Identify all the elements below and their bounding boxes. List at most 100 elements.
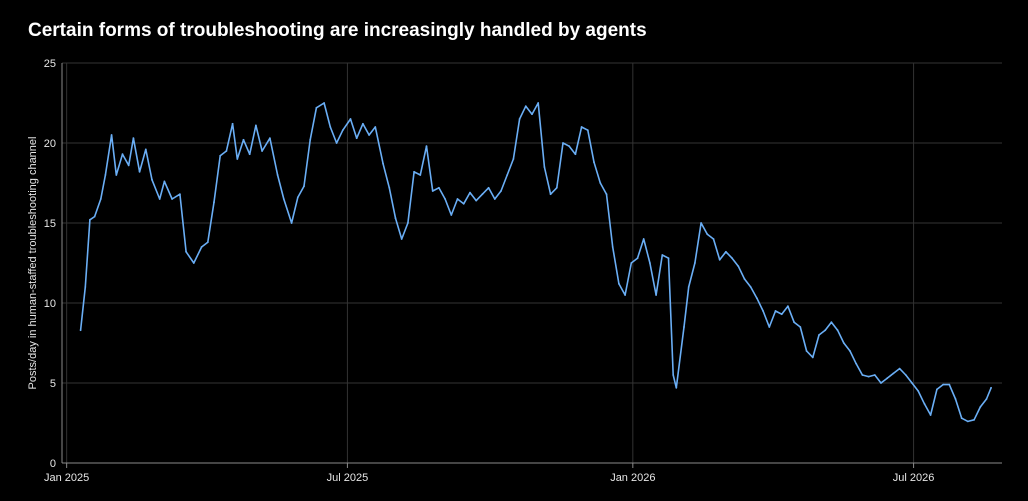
- data-point: [954, 398, 957, 400]
- data-point: [242, 138, 245, 141]
- data-point: [138, 170, 141, 173]
- y-tick-label: 0: [50, 458, 56, 470]
- data-point: [248, 153, 251, 156]
- data-point: [531, 113, 533, 116]
- data-point: [481, 193, 484, 196]
- data-point: [329, 126, 332, 128]
- data-point: [543, 166, 546, 168]
- data-point: [936, 388, 938, 391]
- data-point: [132, 137, 135, 140]
- data-point: [206, 241, 209, 244]
- data-point: [158, 198, 161, 200]
- data-point: [99, 198, 102, 200]
- data-point: [413, 170, 415, 173]
- data-point: [611, 246, 614, 248]
- data-point: [649, 262, 651, 264]
- data-point: [261, 150, 263, 152]
- data-point: [431, 190, 434, 192]
- data-point: [929, 414, 932, 416]
- series-layer: [79, 102, 992, 423]
- data-point: [967, 420, 969, 423]
- data-point: [537, 102, 540, 104]
- data-point: [636, 257, 639, 260]
- data-point: [179, 193, 181, 196]
- data-point: [749, 286, 752, 288]
- data-point: [574, 153, 577, 156]
- data-point: [873, 374, 876, 376]
- data-point: [89, 218, 91, 221]
- data-point: [917, 390, 920, 392]
- data-point: [200, 246, 203, 248]
- data-point: [855, 362, 858, 365]
- data-point: [276, 174, 279, 176]
- data-point: [904, 374, 907, 376]
- data-point: [349, 118, 352, 120]
- data-point: [335, 142, 338, 144]
- data-point: [824, 329, 827, 332]
- data-point: [512, 158, 515, 160]
- data-point: [171, 198, 174, 200]
- data-point: [731, 257, 733, 260]
- data-point: [388, 186, 391, 189]
- data-point: [586, 129, 589, 132]
- data-point: [444, 198, 446, 200]
- data-point: [115, 174, 118, 176]
- data-point: [743, 278, 746, 280]
- data-point: [756, 297, 758, 300]
- data-point: [672, 374, 675, 376]
- chart-title: Certain forms of troubleshooting are inc…: [28, 20, 647, 41]
- data-point: [296, 196, 299, 199]
- data-point: [842, 342, 845, 344]
- data-point: [93, 215, 96, 218]
- data-point: [368, 134, 370, 136]
- data-point: [290, 222, 293, 224]
- data-point: [225, 150, 228, 152]
- data-point: [144, 148, 147, 151]
- data-point: [655, 294, 657, 296]
- data-point: [419, 174, 422, 176]
- data-point: [618, 282, 620, 285]
- data-point: [836, 329, 839, 332]
- data-point: [493, 198, 496, 200]
- data-point: [700, 222, 702, 224]
- y-tick-label: 25: [44, 58, 56, 70]
- data-point: [438, 186, 440, 189]
- data-point: [562, 142, 564, 144]
- data-point: [568, 145, 571, 148]
- data-point: [362, 122, 364, 125]
- data-point: [973, 418, 975, 421]
- data-point: [605, 193, 608, 196]
- data-point: [718, 258, 721, 261]
- data-point: [818, 334, 820, 336]
- data-point: [255, 124, 257, 127]
- data-point: [799, 326, 802, 328]
- data-point: [475, 199, 478, 202]
- data-point: [110, 134, 113, 136]
- data-point: [661, 254, 664, 256]
- data-point: [355, 137, 358, 140]
- data-point: [231, 122, 234, 125]
- data-point: [979, 406, 982, 408]
- data-point: [630, 262, 633, 264]
- data-point: [861, 374, 864, 376]
- data-point: [780, 313, 783, 316]
- y-tick-label: 5: [50, 378, 56, 390]
- data-point: [787, 305, 789, 308]
- axes: 0 5 10 15 20 25 Jan 2025 Jul 2025 Jan 2026 Jul 20…: [44, 58, 1002, 484]
- data-point: [880, 382, 882, 384]
- data-point: [309, 138, 312, 141]
- data-point: [185, 250, 188, 253]
- x-tick-label: Jul 2025: [327, 472, 369, 484]
- data-point: [624, 294, 626, 296]
- data-point: [518, 118, 521, 120]
- data-point: [303, 185, 305, 188]
- series-line: [79, 102, 992, 423]
- data-point: [84, 286, 87, 288]
- data-point: [104, 174, 107, 176]
- data-point: [830, 321, 833, 324]
- data-point: [450, 214, 453, 216]
- data-point: [737, 265, 740, 268]
- y-tick-label: 15: [44, 218, 56, 230]
- x-tick-label: Jan 2026: [610, 472, 655, 484]
